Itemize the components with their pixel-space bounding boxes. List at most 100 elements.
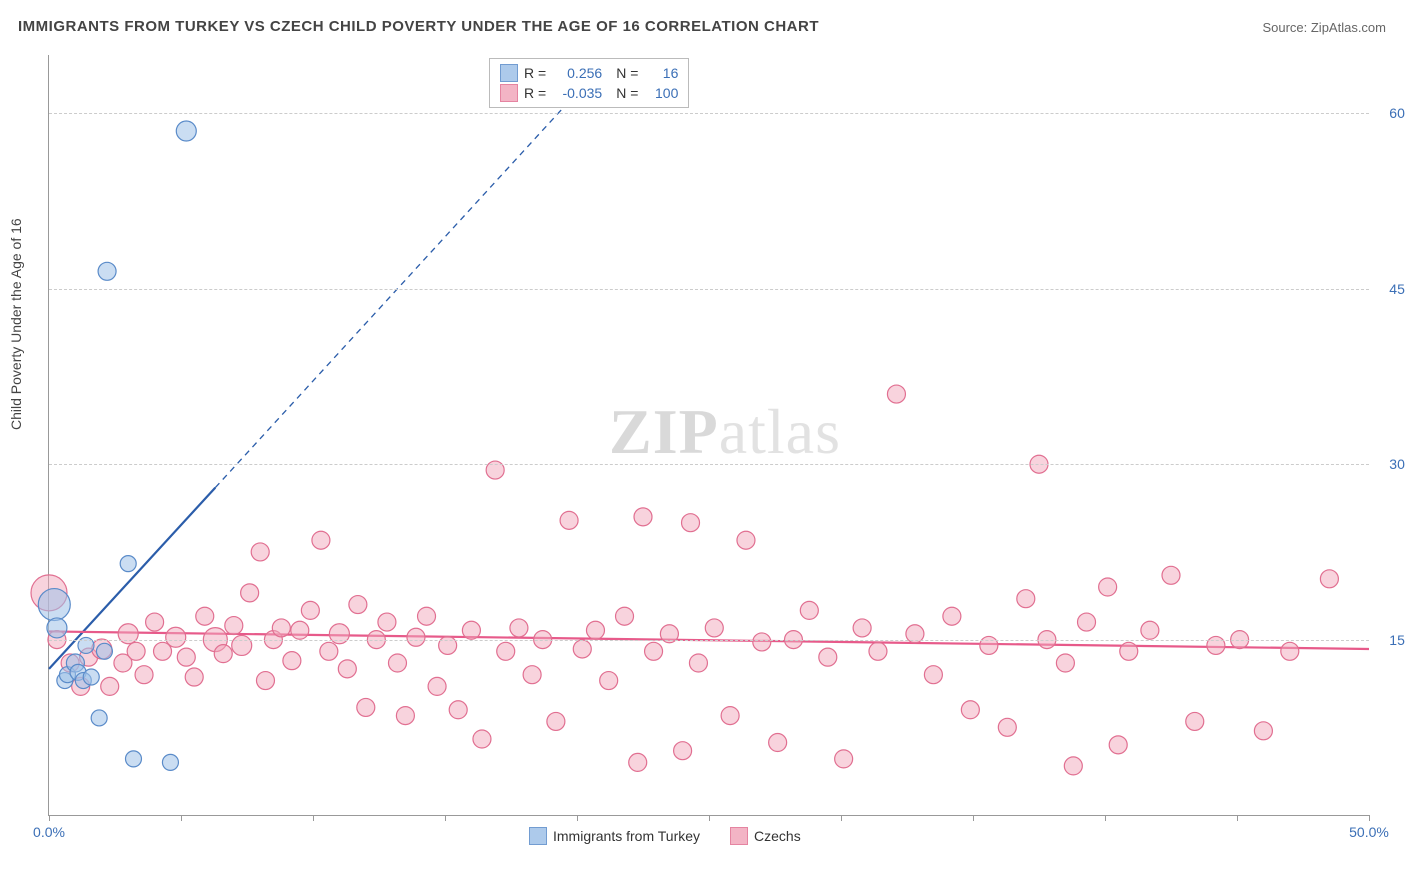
scatter-point-czech [177,648,195,666]
scatter-point-czech [449,701,467,719]
scatter-point-czech [835,750,853,768]
scatter-point-czech [462,621,480,639]
scatter-point-czech [396,707,414,725]
scatter-point-turkey [83,669,99,685]
scatter-point-czech [1056,654,1074,672]
scatter-point-czech [1320,570,1338,588]
scatter-point-czech [674,742,692,760]
legend-label-turkey: Immigrants from Turkey [553,828,700,844]
trend-line-dashed-turkey [215,73,595,488]
stats-row-czech: R =-0.035N =100 [500,83,678,103]
scatter-point-czech [320,642,338,660]
stat-n-value-turkey: 16 [644,65,678,81]
scatter-point-czech [998,718,1016,736]
scatter-point-czech [869,642,887,660]
scatter-point-czech [737,531,755,549]
scatter-point-czech [510,619,528,637]
scatter-point-turkey [47,618,67,638]
scatter-point-czech [1099,578,1117,596]
x-tick-label-max: 50.0% [1349,824,1389,840]
source-name: ZipAtlas.com [1311,20,1386,35]
y-tick-label: 45.0% [1389,281,1406,297]
scatter-point-turkey [98,262,116,280]
x-tick-mark [577,815,578,821]
source-prefix: Source: [1262,20,1310,35]
legend-swatch-turkey [500,64,518,82]
scatter-point-czech [196,607,214,625]
scatter-point-czech [428,677,446,695]
scatter-point-czech [924,666,942,684]
scatter-point-czech [349,596,367,614]
scatter-point-czech [146,613,164,631]
scatter-point-czech [256,672,274,690]
scatter-point-czech [418,607,436,625]
scatter-point-czech [943,607,961,625]
scatter-point-czech [329,624,349,644]
stat-n-label: N = [616,85,638,101]
x-tick-mark [841,815,842,821]
x-tick-mark [709,815,710,821]
gridline-h [49,640,1369,641]
scatter-point-czech [232,635,252,655]
scatter-point-czech [600,672,618,690]
scatter-point-czech [560,511,578,529]
scatter-point-czech [473,730,491,748]
stat-r-value-czech: -0.035 [552,85,602,101]
stat-r-label: R = [524,65,546,81]
scatter-point-czech [819,648,837,666]
x-tick-mark [1237,815,1238,821]
gridline-h [49,113,1369,114]
bottom-legend-item-turkey: Immigrants from Turkey [529,827,700,845]
x-tick-label-min: 0.0% [33,824,65,840]
scatter-svg [49,55,1369,815]
scatter-point-czech [853,619,871,637]
scatter-point-czech [225,617,243,635]
scatter-point-czech [753,633,771,651]
scatter-point-czech [135,666,153,684]
scatter-point-czech [1254,722,1272,740]
scatter-point-czech [241,584,259,602]
stat-r-value-turkey: 0.256 [552,65,602,81]
scatter-point-turkey [125,751,141,767]
scatter-point-czech [689,654,707,672]
y-tick-label: 30.0% [1389,456,1406,472]
scatter-point-czech [1078,613,1096,631]
scatter-point-czech [634,508,652,526]
scatter-point-czech [547,712,565,730]
scatter-point-czech [101,677,119,695]
x-tick-mark [445,815,446,821]
stat-n-label: N = [616,65,638,81]
scatter-point-czech [1064,757,1082,775]
gridline-h [49,289,1369,290]
legend-swatch-bottom-czech [730,827,748,845]
scatter-point-czech [682,514,700,532]
chart-plot-area: ZIPatlas R =0.256N =16R =-0.035N =100 Im… [48,55,1369,816]
scatter-point-czech [523,666,541,684]
x-tick-mark [1105,815,1106,821]
scatter-point-turkey [120,556,136,572]
scatter-point-czech [301,601,319,619]
scatter-point-turkey [91,710,107,726]
stat-n-value-czech: 100 [644,85,678,101]
scatter-point-czech [118,624,138,644]
gridline-h [49,464,1369,465]
scatter-point-czech [1141,621,1159,639]
scatter-point-czech [800,601,818,619]
bottom-legend: Immigrants from Turkey Czechs [529,827,801,845]
legend-swatch-czech [500,84,518,102]
bottom-legend-item-czech: Czechs [730,827,801,845]
source-attribution: Source: ZipAtlas.com [1262,20,1386,35]
x-tick-mark [49,815,50,821]
scatter-point-czech [185,668,203,686]
scatter-point-czech [1017,590,1035,608]
scatter-point-czech [573,640,591,658]
scatter-point-czech [378,613,396,631]
scatter-point-turkey [38,589,70,621]
x-tick-mark [1369,815,1370,821]
scatter-point-czech [338,660,356,678]
scatter-point-czech [769,734,787,752]
stats-legend-box: R =0.256N =16R =-0.035N =100 [489,58,689,108]
scatter-point-czech [1186,712,1204,730]
scatter-point-czech [1281,642,1299,660]
y-tick-label: 15.0% [1389,632,1406,648]
